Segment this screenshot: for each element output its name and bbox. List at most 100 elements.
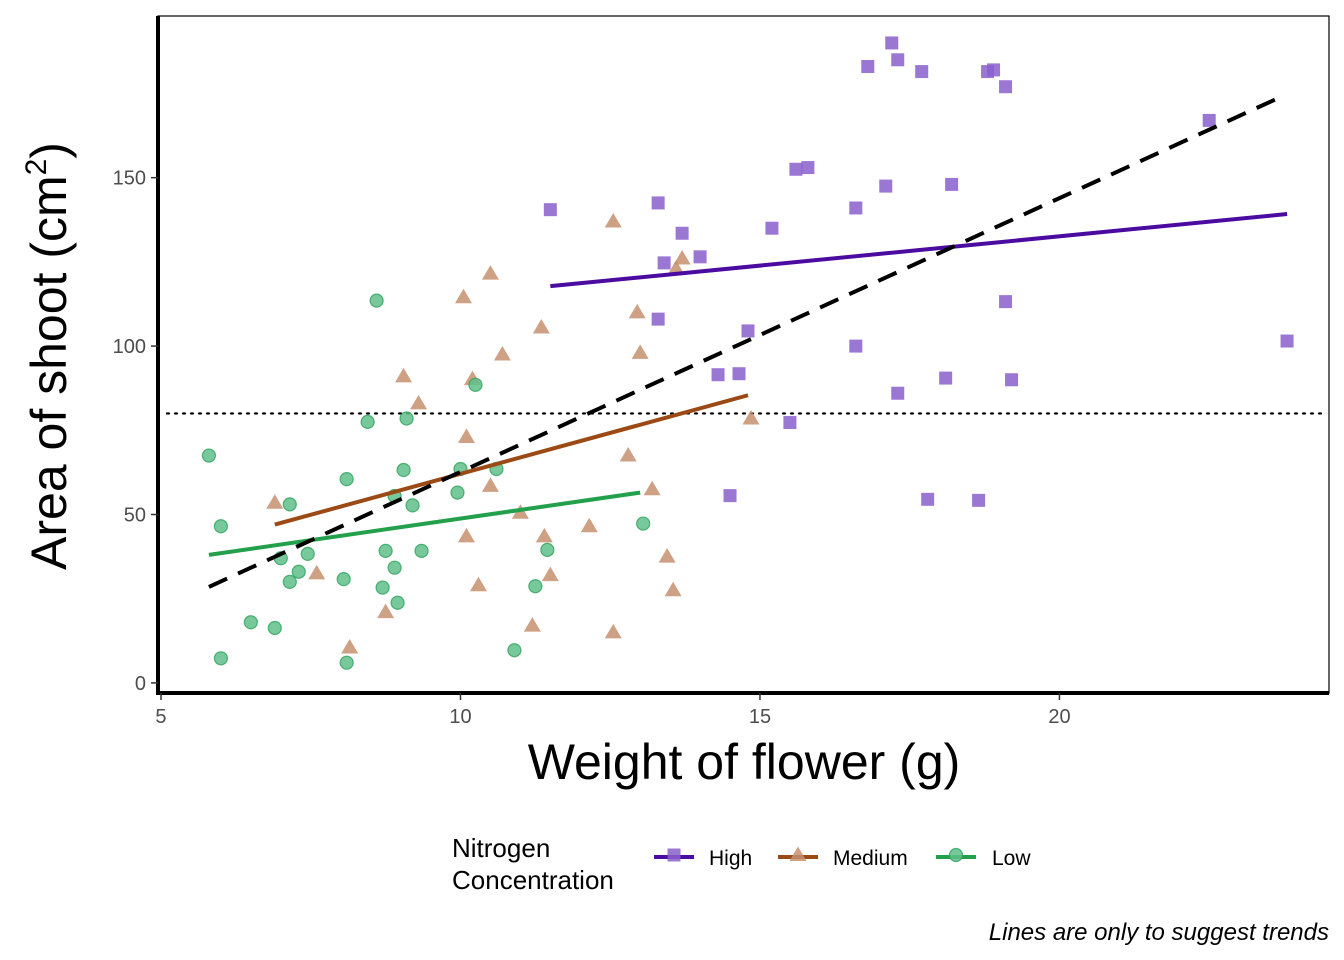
data-point	[414, 543, 429, 558]
data-point	[643, 480, 661, 496]
legend-title-line-2: Concentration	[452, 865, 614, 895]
data-point	[341, 639, 359, 654]
data-point	[711, 368, 725, 382]
data-point	[213, 519, 228, 534]
legend-key-marker-high	[667, 848, 681, 862]
trend-lines	[208, 95, 1288, 589]
data-point	[1280, 334, 1294, 348]
y-tick-label: 50	[124, 504, 146, 526]
axes: 5 10 15 20 0 50 100 150	[113, 15, 1330, 728]
data-point	[541, 566, 559, 582]
data-point	[201, 448, 217, 463]
data-point	[801, 161, 815, 175]
series-low	[201, 293, 651, 670]
data-point	[999, 80, 1013, 94]
trend-line-high	[550, 212, 1288, 289]
data-point	[523, 617, 541, 632]
data-point	[378, 543, 393, 558]
data-point	[849, 201, 863, 215]
data-point	[742, 409, 760, 425]
data-point	[339, 655, 354, 670]
x-tick-label: 10	[449, 706, 471, 728]
data-point	[481, 265, 499, 280]
data-point	[405, 498, 420, 513]
data-point	[891, 53, 905, 67]
data-point	[390, 595, 405, 610]
data-points	[201, 36, 1294, 670]
data-point	[300, 546, 315, 561]
data-point	[1202, 113, 1216, 127]
data-point	[336, 572, 351, 587]
legend-label-medium: Medium	[833, 847, 908, 870]
data-point	[580, 517, 598, 533]
legend: Nitrogen Concentration High Medium Low	[452, 833, 1031, 895]
trend-line-low	[208, 490, 641, 557]
data-point	[789, 162, 803, 176]
y-axis-title-superscript: 2	[20, 159, 53, 176]
data-point	[861, 60, 875, 74]
data-point	[945, 177, 959, 191]
data-point	[468, 377, 483, 392]
data-point	[282, 497, 297, 512]
data-point	[457, 527, 475, 543]
data-point	[454, 288, 472, 304]
x-tick-label: 5	[155, 706, 166, 728]
data-point	[507, 643, 522, 658]
y-tick-label: 0	[135, 673, 146, 695]
data-point	[741, 324, 755, 338]
data-point	[291, 564, 306, 579]
data-point	[999, 295, 1013, 309]
data-point	[457, 428, 475, 444]
data-point	[667, 260, 685, 275]
data-point	[399, 411, 414, 426]
data-point	[339, 472, 354, 487]
data-point	[604, 623, 622, 639]
x-axis-title: Weight of flower (g)	[528, 734, 961, 790]
legend-label-low: Low	[992, 847, 1031, 870]
data-point	[266, 494, 284, 509]
data-point	[987, 63, 1001, 77]
trend-line-medium	[274, 393, 749, 527]
data-point	[360, 414, 375, 429]
data-point	[664, 581, 682, 597]
data-point	[915, 65, 929, 79]
legend-keys	[654, 846, 976, 863]
data-point	[619, 447, 637, 462]
legend-title-line-1: Nitrogen	[452, 833, 550, 863]
data-point	[885, 36, 899, 50]
data-point	[375, 580, 390, 595]
data-point	[377, 603, 395, 619]
data-point	[410, 394, 428, 410]
x-tick-label: 15	[749, 706, 771, 728]
data-point	[891, 386, 905, 400]
x-tick-label: 20	[1048, 706, 1070, 728]
data-point	[921, 492, 935, 506]
data-point	[532, 319, 550, 334]
data-point	[939, 371, 953, 385]
data-point	[631, 344, 649, 359]
chart-caption: Lines are only to suggest trends	[989, 919, 1329, 946]
data-point	[604, 212, 622, 228]
legend-key-marker-low	[948, 847, 964, 863]
data-point	[783, 416, 797, 430]
data-point	[267, 620, 282, 636]
data-point	[732, 367, 746, 381]
data-point	[657, 256, 671, 270]
panel-border	[157, 15, 1330, 694]
data-point	[396, 462, 411, 478]
data-point	[1005, 373, 1019, 387]
data-point	[723, 489, 737, 503]
data-point	[540, 542, 555, 557]
y-axis-title-end: )	[21, 142, 77, 159]
overall-trend-line	[208, 95, 1282, 589]
data-point	[651, 312, 665, 326]
data-point	[972, 493, 986, 507]
data-point	[628, 303, 646, 319]
y-tick-label: 100	[113, 336, 146, 358]
data-point	[879, 179, 893, 193]
data-point	[765, 221, 779, 235]
data-point	[673, 250, 691, 265]
y-axis-title: Area of shoot (cm2)	[20, 142, 77, 570]
legend-key-marker-medium	[789, 846, 807, 861]
data-point	[693, 250, 707, 264]
